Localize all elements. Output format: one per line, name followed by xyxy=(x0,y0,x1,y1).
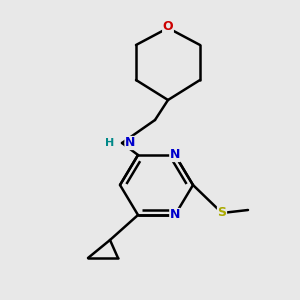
Text: N: N xyxy=(170,208,180,221)
Text: O: O xyxy=(163,20,173,32)
Text: S: S xyxy=(218,206,226,220)
Text: N: N xyxy=(170,148,180,161)
Text: N: N xyxy=(125,136,135,149)
Text: H: H xyxy=(105,138,114,148)
